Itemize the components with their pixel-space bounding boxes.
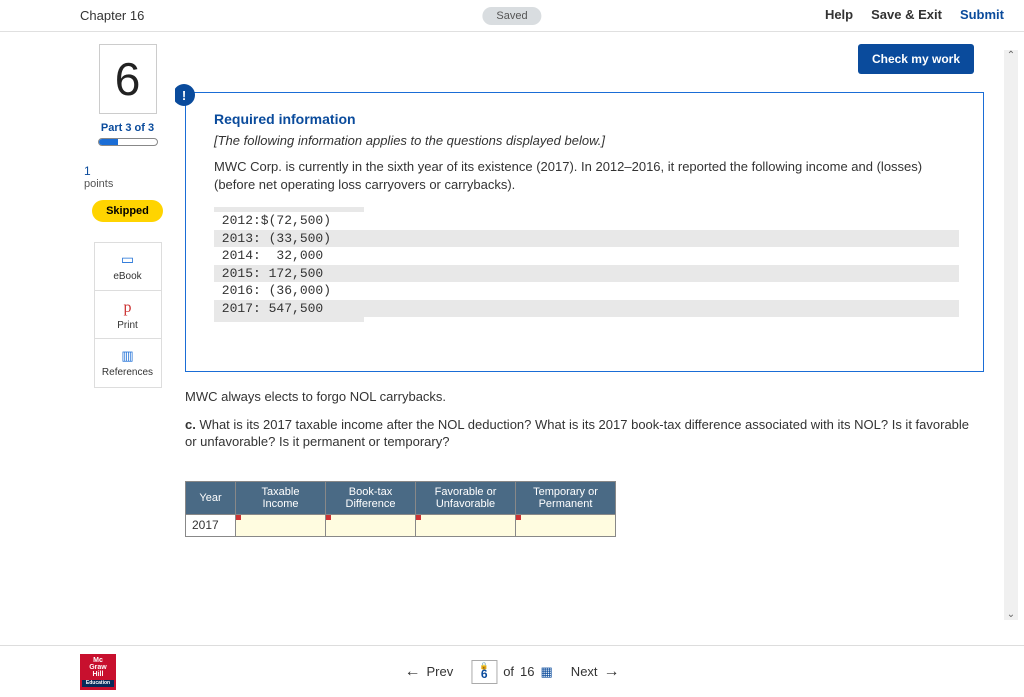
- input-booktax-diff[interactable]: [326, 514, 416, 536]
- col-year: Year: [186, 481, 236, 514]
- ebook-icon: ▭: [121, 251, 134, 268]
- print-icon: p: [124, 299, 132, 317]
- cell-year: 2017: [186, 514, 236, 536]
- saved-indicator: Saved: [482, 7, 541, 25]
- col-temporary: Temporary or Permanent: [516, 481, 616, 514]
- col-favorable: Favorable or Unfavorable: [416, 481, 516, 514]
- points-value: 1: [84, 164, 91, 178]
- required-title: Required information: [214, 111, 959, 127]
- required-subtitle: [The following information applies to th…: [214, 133, 959, 148]
- prev-button[interactable]: ← Prev: [404, 663, 453, 681]
- scrollbar[interactable]: ⌃ ⌄: [1004, 50, 1018, 620]
- references-icon: ▥: [121, 348, 133, 364]
- arrow-right-icon: →: [604, 663, 620, 681]
- skipped-badge: Skipped: [92, 200, 163, 222]
- question-c: c. What is its 2017 taxable income after…: [185, 416, 984, 451]
- question-number: 6: [99, 44, 157, 114]
- ebook-label: eBook: [113, 271, 141, 282]
- table-row: 2017: [186, 514, 616, 536]
- next-button[interactable]: Next →: [571, 663, 620, 681]
- lock-icon: 🔒: [480, 662, 489, 670]
- col-taxable: Taxable Income: [236, 481, 326, 514]
- scroll-down-icon[interactable]: ⌄: [1004, 609, 1018, 620]
- submit-link[interactable]: Submit: [960, 7, 1004, 22]
- question-grid-icon[interactable]: ▦: [541, 664, 553, 680]
- page-indicator: 🔒 6 of 16 ▦: [471, 660, 553, 684]
- input-favorable[interactable]: [416, 514, 516, 536]
- save-exit-link[interactable]: Save & Exit: [871, 7, 942, 22]
- help-link[interactable]: Help: [825, 7, 853, 22]
- answer-table: Year Taxable Income Book-tax Difference …: [185, 481, 616, 537]
- required-info-box: Required information [The following info…: [185, 92, 984, 372]
- part-label: Part 3 of 3: [101, 122, 154, 134]
- print-button[interactable]: p Print: [95, 291, 161, 339]
- current-page-input[interactable]: 🔒 6: [471, 660, 497, 684]
- references-button[interactable]: ▥ References: [95, 339, 161, 387]
- year-data-block: 2012:$(72,500) 2013: (33,500) 2014: 32,0…: [214, 207, 959, 322]
- points-label: points: [84, 178, 113, 190]
- arrow-left-icon: ←: [404, 663, 420, 681]
- scroll-up-icon[interactable]: ⌃: [1004, 50, 1018, 61]
- input-taxable-income[interactable]: [236, 514, 326, 536]
- chapter-title: Chapter 16: [80, 8, 144, 23]
- part-progress: [98, 138, 158, 146]
- mcgraw-hill-logo: Mc Graw Hill Education: [80, 654, 116, 690]
- required-body: MWC Corp. is currently in the sixth year…: [214, 158, 959, 193]
- input-temporary[interactable]: [516, 514, 616, 536]
- ebook-button[interactable]: ▭ eBook: [95, 243, 161, 291]
- references-label: References: [102, 367, 153, 378]
- col-booktax: Book-tax Difference: [326, 481, 416, 514]
- check-my-work-button[interactable]: Check my work: [858, 44, 974, 74]
- print-label: Print: [117, 320, 138, 331]
- elects-text: MWC always elects to forgo NOL carryback…: [185, 388, 984, 406]
